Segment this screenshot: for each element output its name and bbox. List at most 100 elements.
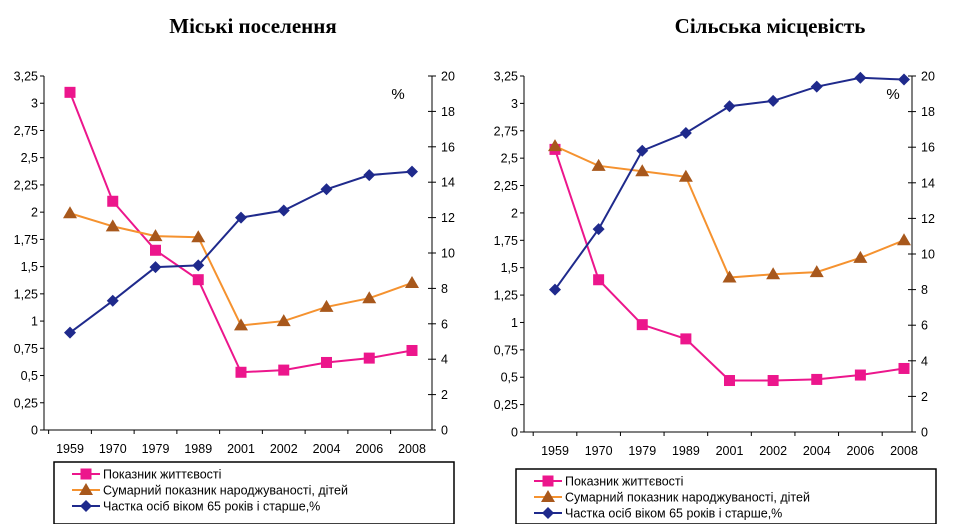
left-tick-label: 0,5 — [21, 369, 38, 383]
chart-title: Міські поселення — [169, 14, 336, 38]
diamond-marker — [277, 204, 290, 217]
square-marker — [363, 352, 375, 364]
left-tick-label: 2,25 — [14, 178, 38, 192]
right-tick-label: 14 — [921, 176, 935, 190]
right-tick-label: 12 — [921, 212, 935, 226]
right-tick-label: 8 — [441, 282, 448, 296]
square-marker — [542, 475, 554, 487]
left-tick-label: 0,5 — [501, 371, 518, 385]
right-tick-label: 10 — [441, 247, 455, 261]
square-marker — [192, 274, 204, 286]
diamond-marker — [363, 169, 376, 182]
triangle-marker — [148, 229, 163, 242]
left-tick-label: 1,5 — [21, 260, 38, 274]
legend: Показник життєвості Сумарний показник нар… — [515, 468, 937, 524]
legend-label: Частка осіб віком 65 років і старше,% — [565, 507, 782, 521]
x-tick-label: 2008 — [398, 442, 426, 456]
triangle-marker — [405, 275, 419, 288]
series-diamond — [549, 71, 910, 296]
diamond-marker — [767, 94, 780, 107]
diamond-marker — [106, 294, 119, 307]
series-line — [69, 170, 413, 334]
x-tick-label: 1959 — [56, 442, 84, 456]
x-tick-label: 2008 — [890, 444, 918, 458]
left-tick-label: 2,75 — [494, 124, 518, 138]
square-marker — [724, 375, 735, 387]
x-tick-label: 2001 — [716, 444, 744, 458]
right-tick-label: 4 — [921, 354, 928, 368]
triangle-marker — [234, 318, 248, 331]
square-marker — [854, 369, 866, 381]
x-tick-label: 2006 — [355, 442, 383, 456]
diamond-marker — [898, 73, 910, 86]
diamond-marker — [320, 183, 333, 196]
triangle-marker — [541, 490, 555, 502]
legend-label: Сумарний показник народжуваності, дітей — [565, 491, 810, 505]
legend: Показник життєвості Сумарний показник нар… — [53, 461, 455, 524]
square-marker — [811, 373, 823, 385]
right-axis-unit: % — [391, 86, 404, 103]
diamond-marker — [810, 80, 823, 93]
right-tick-label: 6 — [921, 319, 928, 333]
square-marker — [406, 344, 418, 356]
legend-label: Частка осіб віком 65 років і старше,% — [103, 500, 320, 514]
triangle-marker — [809, 265, 824, 278]
diamond-marker — [64, 326, 76, 339]
right-tick-label: 18 — [921, 105, 935, 119]
legend-label: Показник життєвості — [565, 475, 683, 489]
x-tick-label: 1970 — [99, 442, 127, 456]
left-tick-label: 1 — [31, 315, 38, 329]
series-line — [69, 212, 413, 327]
legend-label: Показник життєвості — [103, 468, 221, 482]
triangle-marker — [319, 299, 334, 312]
right-tick-label: 2 — [921, 390, 928, 404]
left-tick-label: 3,25 — [494, 70, 518, 84]
right-tick-label: 12 — [441, 211, 455, 225]
left-tick-label: 0 — [511, 426, 518, 440]
x-tick-label: 1989 — [672, 444, 700, 458]
left-tick-label: 3 — [31, 97, 38, 111]
square-marker — [107, 195, 119, 207]
x-tick-label: 2001 — [227, 442, 255, 456]
legend-box — [53, 461, 455, 524]
left-tick-label: 2,5 — [21, 151, 38, 165]
triangle-marker — [105, 219, 120, 232]
square-marker — [278, 364, 290, 376]
x-tick-label: 2004 — [313, 442, 341, 456]
left-tick-label: 1,75 — [14, 233, 38, 247]
right-tick-label: 18 — [441, 105, 455, 119]
right-axis-unit: % — [886, 86, 899, 103]
triangle-marker — [678, 169, 693, 182]
diamond-marker — [723, 100, 736, 113]
x-tick-label: 1989 — [184, 442, 212, 456]
series-triangle — [548, 139, 911, 283]
diamond-marker — [679, 126, 692, 139]
square-marker — [64, 86, 76, 98]
triangle-marker — [63, 206, 77, 219]
chart-title: Сільська місцевість — [675, 14, 866, 38]
left-tick-label: 2 — [511, 206, 518, 220]
left-tick-label: 1,25 — [14, 287, 38, 301]
square-marker — [80, 468, 92, 480]
triangle-marker — [591, 158, 606, 171]
right-tick-label: 20 — [921, 70, 935, 84]
triangle-marker — [79, 483, 93, 495]
x-tick-label: 1979 — [628, 444, 656, 458]
left-tick-label: 3,25 — [14, 70, 38, 84]
triangle-marker — [191, 230, 206, 243]
left-tick-label: 0,75 — [494, 343, 518, 357]
left-tick-label: 3 — [511, 97, 518, 111]
chart-panel-2: Сільська місцевість 0 0,25 0,5 0,75 1 1,25 1,5 1… — [494, 14, 937, 524]
left-tick-label: 2,25 — [494, 179, 518, 193]
left-tick-label: 1,5 — [501, 261, 518, 275]
square-marker — [680, 333, 692, 345]
left-tick-label: 0,75 — [14, 342, 38, 356]
x-tick-label: 2006 — [846, 444, 874, 458]
triangle-marker — [853, 250, 868, 263]
right-tick-label: 6 — [441, 317, 448, 331]
series-line — [554, 149, 905, 382]
legend-box — [515, 468, 937, 524]
right-tick-label: 14 — [441, 176, 455, 190]
right-tick-label: 0 — [921, 426, 928, 440]
x-tick-label: 2002 — [270, 442, 298, 456]
